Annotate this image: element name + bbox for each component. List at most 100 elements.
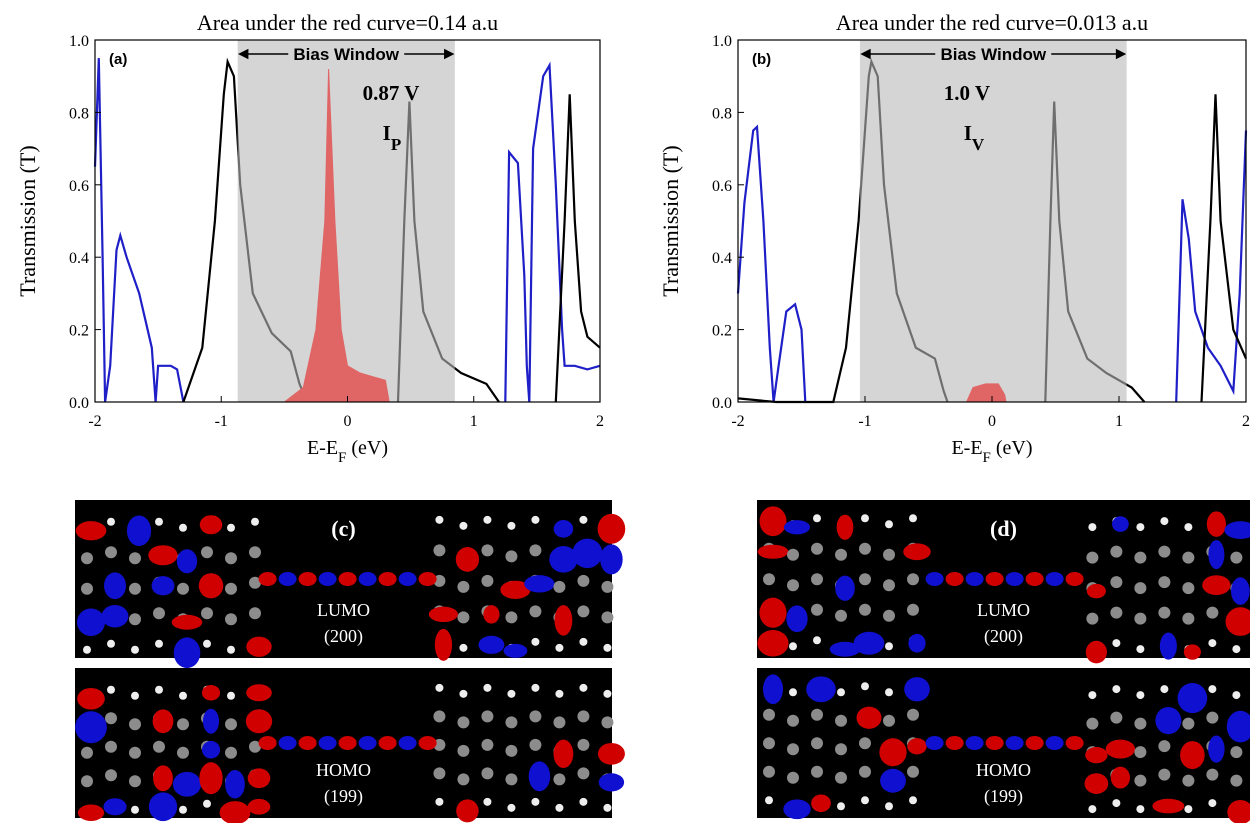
orbital-lobe	[786, 605, 807, 632]
atom	[155, 640, 163, 648]
orbital-lobe	[246, 709, 272, 733]
orbital-lobe	[456, 799, 479, 822]
orbital-lobe	[572, 539, 602, 569]
atom	[225, 552, 237, 564]
atom	[1184, 523, 1192, 531]
orbital-panel: HOMO(199)	[75, 668, 625, 823]
orbital-lobe	[104, 572, 126, 599]
atom	[907, 709, 919, 721]
atom	[129, 552, 141, 564]
atom	[909, 514, 917, 522]
orbital-lobe	[966, 736, 984, 750]
orbital-lobe	[784, 520, 810, 534]
atom	[1208, 799, 1216, 807]
orbital-lobe	[319, 572, 337, 586]
orbital-lobe	[837, 515, 854, 540]
atom	[1086, 552, 1098, 564]
atom	[861, 514, 869, 522]
atom	[1136, 523, 1144, 531]
atom	[555, 690, 563, 698]
atom	[1088, 805, 1096, 813]
atom	[107, 518, 115, 526]
atom	[457, 611, 469, 623]
orbital-lobe	[806, 676, 836, 702]
atom	[1112, 685, 1120, 693]
atom	[577, 575, 589, 587]
orbital-lobe	[903, 543, 931, 560]
orbital-lobe	[757, 630, 788, 657]
bias-window	[860, 40, 1127, 402]
atom	[107, 640, 115, 648]
atom	[105, 741, 117, 753]
atom	[859, 737, 871, 749]
x-tick-label: 0	[344, 413, 352, 430]
atom	[1112, 799, 1120, 807]
atom	[811, 573, 823, 585]
orbital-lobe	[177, 549, 197, 573]
atom	[483, 798, 491, 806]
atom	[1158, 576, 1170, 588]
current-subscript: V	[972, 135, 985, 154]
window-label: Bias Window	[293, 45, 399, 64]
atom	[603, 644, 611, 652]
orbital-lobe	[339, 736, 357, 750]
x-axis-label-part: (eV)	[346, 437, 388, 459]
atom	[457, 716, 469, 728]
orbital-lobe	[246, 637, 271, 657]
orbital-lobe	[504, 644, 528, 658]
atom	[155, 518, 163, 526]
atom	[787, 549, 799, 561]
atom	[459, 690, 467, 698]
atom	[227, 524, 235, 532]
orbital-lobe	[907, 738, 926, 754]
orbital-lobe	[299, 572, 317, 586]
atom	[763, 766, 775, 778]
atom	[529, 710, 541, 722]
atom	[507, 522, 515, 530]
atom	[787, 579, 799, 591]
atom	[459, 644, 467, 652]
y-tick-label: 0.6	[69, 178, 89, 195]
x-axis-label-part: E-E	[307, 437, 338, 459]
atom	[483, 684, 491, 692]
y-tick-label: 1.0	[712, 33, 732, 50]
orbital-lobe	[986, 736, 1004, 750]
atom	[1182, 613, 1194, 625]
atom	[81, 747, 93, 759]
atom	[179, 524, 187, 532]
atom	[787, 715, 799, 727]
atom	[129, 718, 141, 730]
atom	[1206, 712, 1218, 724]
atom	[579, 684, 587, 692]
x-tick-label: 1	[1115, 413, 1123, 430]
orbital-name: HOMO	[976, 760, 1031, 780]
x-axis-label-sub: F	[983, 450, 991, 466]
atom	[1110, 576, 1122, 588]
atom	[459, 522, 467, 530]
atom	[155, 686, 163, 694]
orbital-lobe	[339, 572, 357, 586]
atom	[763, 709, 775, 721]
atom	[603, 804, 611, 812]
atom	[883, 549, 895, 561]
orbital-lobe	[456, 547, 479, 572]
orbital-lobe	[199, 762, 222, 794]
atom	[131, 692, 139, 700]
atom	[553, 716, 565, 728]
atom	[505, 773, 517, 785]
atom	[909, 796, 917, 804]
atom	[763, 573, 775, 585]
orbital-lobe	[554, 740, 574, 768]
orbital-lobe	[1160, 633, 1177, 660]
orbital-lobe	[1231, 577, 1250, 605]
orbital-lobe	[149, 792, 177, 821]
y-tick-label: 0.2	[69, 323, 89, 340]
orbital-lobe	[904, 677, 930, 701]
chart-title: Area under the red curve=0.14 a.u	[197, 10, 498, 35]
atom	[859, 766, 871, 778]
atom	[531, 638, 539, 646]
atom	[433, 544, 445, 556]
atom	[131, 646, 139, 654]
atom	[579, 638, 587, 646]
atom	[481, 710, 493, 722]
